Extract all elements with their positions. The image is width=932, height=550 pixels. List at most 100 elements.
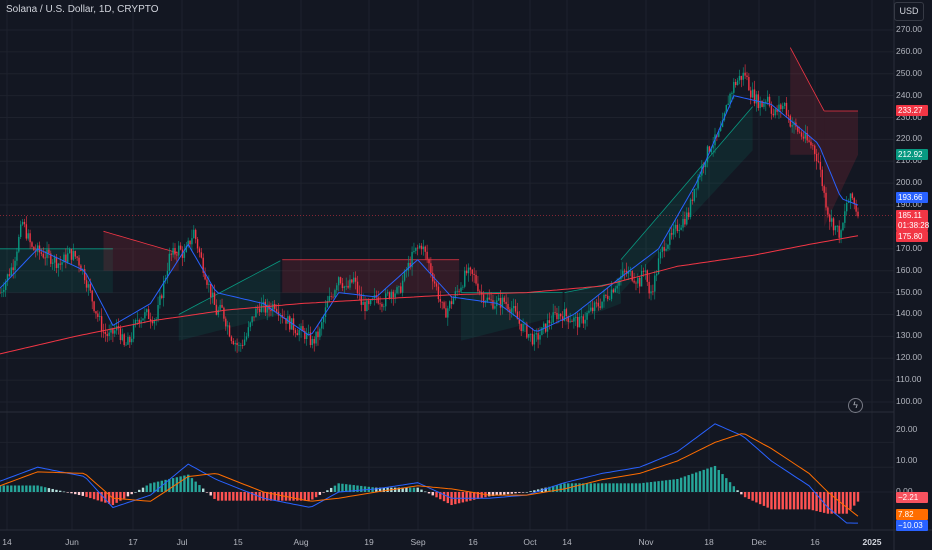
- candle-body: [639, 277, 641, 287]
- macd-histogram-bar: [480, 492, 483, 499]
- candle-body: [236, 342, 238, 346]
- candle-body: [469, 267, 472, 270]
- candle-body: [744, 72, 746, 76]
- candle-body: [178, 245, 180, 256]
- candle-body: [678, 229, 680, 232]
- candle-body: [479, 291, 481, 293]
- candle-body: [576, 316, 579, 328]
- candle-body: [710, 148, 712, 153]
- candle-body: [85, 280, 88, 288]
- candle-body: [650, 291, 652, 294]
- candle-body: [228, 325, 231, 337]
- macd-histogram-bar: [356, 485, 359, 492]
- candle-body: [123, 334, 125, 345]
- candle-body: [571, 321, 573, 322]
- macd-histogram-bar: [202, 488, 205, 492]
- macd-histogram-bar: [43, 487, 47, 492]
- candle-body: [223, 307, 225, 319]
- band-fill: [282, 259, 460, 293]
- candle-body: [159, 295, 161, 306]
- candle-body: [6, 274, 9, 282]
- candle-body: [541, 327, 543, 336]
- band-edge: [178, 260, 281, 315]
- candle-body: [422, 246, 425, 250]
- candle-body: [746, 75, 748, 78]
- candle-body: [16, 251, 18, 261]
- candle-body: [388, 292, 391, 299]
- candle-body: [456, 290, 458, 292]
- macd-histogram-bar: [657, 481, 660, 492]
- candle-body: [558, 313, 560, 320]
- candle-body: [289, 316, 291, 330]
- candle-body: [129, 336, 131, 343]
- band-fill: [790, 47, 825, 155]
- macd-histogram-bar: [465, 492, 468, 502]
- macd-histogram-bar: [179, 476, 182, 492]
- macd-histogram-bar: [476, 492, 480, 499]
- candle-body: [189, 240, 191, 245]
- macd-histogram-bar: [104, 492, 107, 503]
- candle-body: [8, 274, 11, 276]
- macd-histogram-bar: [247, 492, 250, 501]
- macd-histogram-bar: [597, 483, 600, 492]
- macd-histogram-bar: [510, 492, 513, 494]
- macd-histogram-bar: [235, 492, 239, 501]
- candle-body: [729, 93, 731, 104]
- candle-body: [593, 302, 596, 312]
- candle-body: [582, 316, 584, 324]
- macd-histogram-bar: [627, 483, 630, 492]
- candle-body: [377, 297, 379, 304]
- price-scale-label: 130.00: [896, 330, 922, 341]
- macd-tag: 7.82: [896, 509, 928, 520]
- candle-body: [257, 308, 259, 310]
- candle-body: [322, 316, 325, 323]
- candle-body: [93, 301, 95, 312]
- signal-line: [0, 433, 859, 517]
- candle-body: [168, 253, 171, 271]
- candle-body: [851, 193, 854, 199]
- macd-histogram-bar: [288, 492, 291, 501]
- candle-body: [19, 224, 22, 237]
- candle-body: [127, 336, 129, 345]
- macd-histogram-bar: [503, 492, 506, 495]
- candle-body: [294, 330, 297, 334]
- candle-body: [46, 249, 48, 258]
- candle-body: [10, 267, 12, 276]
- candle-body: [494, 306, 496, 309]
- candle-body: [812, 145, 814, 147]
- candle-body: [753, 89, 756, 104]
- candle-body: [405, 270, 408, 272]
- band-fill: [178, 260, 281, 341]
- candle-body: [661, 247, 664, 253]
- macd-histogram-bar: [416, 487, 419, 492]
- macd-histogram-bar: [721, 474, 724, 492]
- macd-histogram-bar: [220, 492, 224, 501]
- candle-body: [215, 304, 218, 315]
- candle-body: [727, 103, 729, 106]
- macd-histogram-bar: [96, 492, 100, 501]
- candle-body: [610, 289, 613, 299]
- candle-body: [798, 131, 801, 133]
- macd-histogram-bar: [608, 483, 611, 492]
- lightning-icon[interactable]: ϟ: [848, 398, 863, 413]
- candle-body: [358, 293, 361, 295]
- candle-body: [511, 308, 513, 313]
- candle-body: [321, 322, 323, 329]
- price-scale-label: 100.00: [896, 396, 922, 406]
- candle-body: [814, 145, 816, 154]
- candle-body: [531, 333, 534, 345]
- candle-body: [588, 310, 590, 313]
- macd-histogram-bar: [348, 484, 352, 492]
- candle-body: [846, 203, 848, 212]
- macd-histogram-bar: [311, 492, 314, 500]
- macd-histogram-bar: [13, 485, 17, 492]
- macd-histogram-bar: [431, 492, 434, 496]
- candle-body: [368, 300, 370, 305]
- candle-body: [100, 316, 103, 332]
- candle-body: [12, 267, 14, 271]
- candle-body: [770, 105, 773, 114]
- price-tag: 01:38:28: [896, 220, 930, 232]
- macd-histogram-bar: [6, 485, 9, 492]
- currency-button[interactable]: USD: [894, 2, 924, 21]
